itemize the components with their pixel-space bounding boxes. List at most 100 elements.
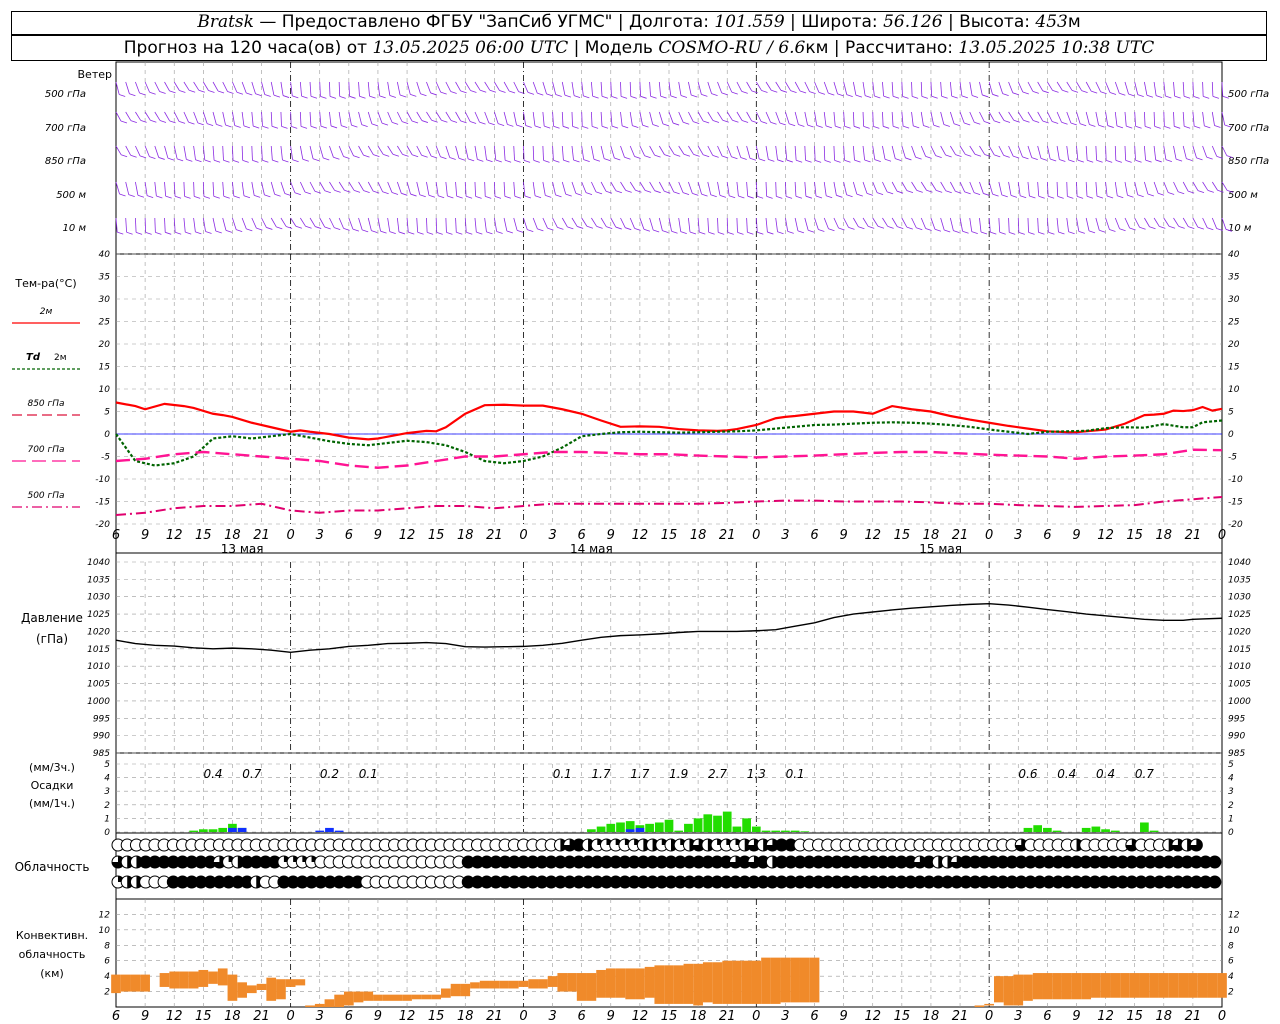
wind-barb-flag xyxy=(130,154,137,158)
wind-barb-flag xyxy=(516,229,524,233)
wind-barb xyxy=(193,181,195,197)
wind-barb-flag xyxy=(692,192,699,196)
wind-barb xyxy=(552,111,554,127)
wind-barb xyxy=(610,181,617,191)
wind-barb-flag xyxy=(496,231,503,234)
wind-barb-flag xyxy=(980,231,988,235)
wind-barb xyxy=(882,217,888,227)
precip-unit1: (мм/1ч.) xyxy=(29,797,75,810)
wind-barb xyxy=(532,81,538,94)
pressure-tick-right: 1030 xyxy=(1228,593,1251,603)
wind-barb xyxy=(445,217,447,233)
wind-barb-flag xyxy=(1010,194,1018,198)
wind-barb-flag xyxy=(1227,190,1234,193)
wind-barb xyxy=(561,81,566,96)
wind-barb-flag xyxy=(137,194,145,198)
conv-cloud-bar xyxy=(712,962,723,1004)
wind-barb-flag xyxy=(877,225,885,229)
wind-barb xyxy=(833,81,838,95)
wind-barb xyxy=(804,111,808,126)
wind-barb xyxy=(193,217,196,232)
pressure-tick-left: 985 xyxy=(93,749,110,759)
wind-barb xyxy=(280,81,284,96)
wind-barb-flag xyxy=(1197,190,1205,194)
wind-barb xyxy=(241,81,247,94)
wind-barb xyxy=(1173,145,1177,160)
conv-cloud-bar xyxy=(994,976,1004,1003)
wind-barb-flag xyxy=(1159,226,1166,229)
wind-barb xyxy=(746,145,751,159)
wind-barb xyxy=(843,145,845,161)
pressure-tick-right: 990 xyxy=(1228,732,1245,742)
precip-bar xyxy=(616,822,625,832)
wind-barb xyxy=(804,81,810,92)
conv-cloud-bar xyxy=(314,1003,325,1007)
wind-barb-flag xyxy=(680,95,688,98)
wind-barb-flag xyxy=(392,153,400,157)
wind-barb xyxy=(814,181,817,197)
conv-cloud-bar xyxy=(470,982,480,989)
wind-barb xyxy=(1076,111,1081,124)
wind-barb-flag xyxy=(300,125,308,129)
wind-barb xyxy=(901,145,906,159)
wind-barb-flag xyxy=(420,93,427,97)
precip-tick-left: 1 xyxy=(104,814,110,824)
wind-barb-flag xyxy=(126,231,133,235)
wind-barb xyxy=(629,217,635,229)
conv-cloud-bar xyxy=(1032,973,1043,1000)
time-tick-label: 18 xyxy=(690,528,707,543)
temp-tick-left: -10 xyxy=(95,475,110,485)
wind-barb xyxy=(1056,181,1059,197)
wind-barb-flag xyxy=(206,123,214,126)
wind-barb-flag xyxy=(984,121,991,124)
wind-barb xyxy=(872,111,874,127)
wind-barb xyxy=(1221,145,1228,156)
conv-cloud-bar xyxy=(140,974,150,992)
wind-barb xyxy=(726,181,730,196)
conv-cloud-bar xyxy=(334,994,344,1007)
wind-barb-flag xyxy=(563,159,570,163)
conv-cloud-bar xyxy=(1207,973,1218,998)
time-tick-label-bottom: 21 xyxy=(253,1009,270,1024)
wind-barb xyxy=(1066,181,1068,197)
wind-barb-flag xyxy=(721,92,728,96)
wind-barb xyxy=(949,81,953,97)
wind-barb-flag xyxy=(1067,195,1074,199)
wind-barb-flag xyxy=(446,231,453,235)
wind-barb xyxy=(600,111,603,127)
wind-barb-flag xyxy=(962,230,969,234)
conv-cloud-bar xyxy=(489,980,500,989)
wind-barb-flag xyxy=(642,124,649,128)
time-tick-label: 15 xyxy=(661,528,678,543)
wind-barb-flag xyxy=(999,231,1006,235)
wind-barb-flag xyxy=(1003,155,1010,158)
wind-barb xyxy=(202,145,206,161)
wind-barb-flag xyxy=(330,125,338,129)
wind-barb-flag xyxy=(264,94,271,97)
wind-barb xyxy=(309,217,316,227)
temp-tick-left: 20 xyxy=(99,340,111,350)
precip-bar xyxy=(722,811,732,832)
wind-barb xyxy=(1144,181,1149,195)
wind-barb-flag xyxy=(828,92,835,96)
wind-barb-flag xyxy=(227,91,234,94)
conv-cloud-bar xyxy=(761,957,771,1004)
time-tick-label-bottom: 15 xyxy=(661,1009,678,1024)
precip-bar xyxy=(325,827,334,832)
wind-barb xyxy=(338,145,344,157)
wind-barb xyxy=(979,81,983,96)
wind-barb-flag xyxy=(583,95,590,99)
time-tick-label: 18 xyxy=(224,528,241,543)
conv-cloud-bar xyxy=(382,994,393,1001)
time-tick-label: 0 xyxy=(519,528,527,543)
wind-barb-flag xyxy=(292,159,299,163)
wind-barb xyxy=(1163,111,1165,127)
wind-barb-flag xyxy=(615,190,623,194)
wind-barb-flag xyxy=(1125,159,1132,163)
wind-barb xyxy=(348,111,352,126)
wind-barb xyxy=(697,217,700,233)
conv-cloud-bar xyxy=(722,960,733,1004)
wind-barb xyxy=(688,81,692,96)
wind-barb-flag xyxy=(458,157,466,161)
wind-barb-flag xyxy=(449,157,456,160)
